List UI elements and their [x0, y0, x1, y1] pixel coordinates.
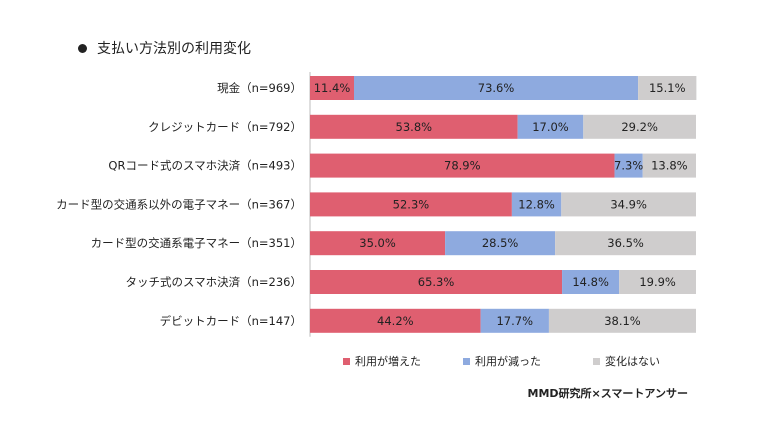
bar-segment-increased [310, 308, 481, 333]
category-label: カード型の交通系電子マネー（n=351） [91, 236, 302, 250]
bar-segment-decreased [517, 114, 584, 139]
data-label: 13.8% [651, 159, 688, 173]
data-label: 53.8% [396, 120, 433, 134]
data-label: 52.3% [393, 197, 430, 211]
category-label: 現金（n=969） [217, 81, 302, 95]
data-label: 12.8% [518, 197, 555, 211]
source-credit: MMD研究所×スマートアンサー [527, 387, 688, 400]
data-label: 36.5% [607, 236, 644, 250]
bar-segment-increased [310, 192, 512, 217]
data-label: 73.6% [478, 81, 515, 95]
data-label: 29.2% [621, 120, 658, 134]
data-label: 44.2% [377, 314, 414, 328]
bar-segment-unchanged [638, 76, 697, 100]
bar-segment-unchanged [642, 153, 696, 178]
data-label: 15.1% [649, 81, 686, 95]
bar-segment-unchanged [583, 114, 696, 139]
bar-segment-increased [310, 76, 355, 100]
bar-segment-decreased [480, 308, 549, 333]
data-label: 14.8% [572, 275, 609, 289]
bullet-icon [78, 43, 87, 53]
bar-segment-decreased [562, 270, 620, 294]
bar-segment-unchanged [555, 231, 696, 256]
bar-segment-increased [310, 153, 615, 178]
category-label: QRコード式のスマホ決済（n=493） [108, 159, 302, 173]
bar-segment-unchanged [619, 270, 696, 294]
data-label: 19.9% [639, 275, 676, 289]
data-label: 28.5% [482, 236, 519, 250]
category-label: クレジットカード（n=792） [148, 120, 302, 134]
data-label: 38.1% [604, 314, 641, 328]
category-label: デビットカード（n=147） [160, 314, 302, 328]
bar-segment-unchanged [548, 308, 696, 333]
data-label: 17.0% [532, 120, 569, 134]
category-label: タッチ式のスマホ決済（n=236） [125, 275, 302, 289]
bar-segment-unchanged [561, 192, 696, 217]
chart-title: 支払い方法別の利用変化 [78, 38, 251, 58]
data-label: 35.0% [359, 236, 396, 250]
bar-segment-increased [310, 231, 446, 256]
data-label: 11.4% [314, 81, 351, 95]
data-label: 65.3% [418, 275, 455, 289]
bar-segment-decreased [511, 192, 562, 217]
chart-title-text: 支払い方法別の利用変化 [97, 41, 251, 57]
data-label: 17.7% [496, 314, 533, 328]
bar-segment-decreased [354, 76, 639, 100]
data-label: 34.9% [610, 197, 647, 211]
data-label: 7.3% [614, 159, 643, 173]
bar-segment-increased [310, 270, 563, 294]
bar-segment-decreased [445, 231, 556, 256]
bar-segment-decreased [614, 153, 643, 178]
data-label: 78.9% [444, 159, 481, 173]
category-label: カード型の交通系以外の電子マネー（n=367） [56, 197, 302, 211]
bar-segment-increased [310, 114, 518, 139]
